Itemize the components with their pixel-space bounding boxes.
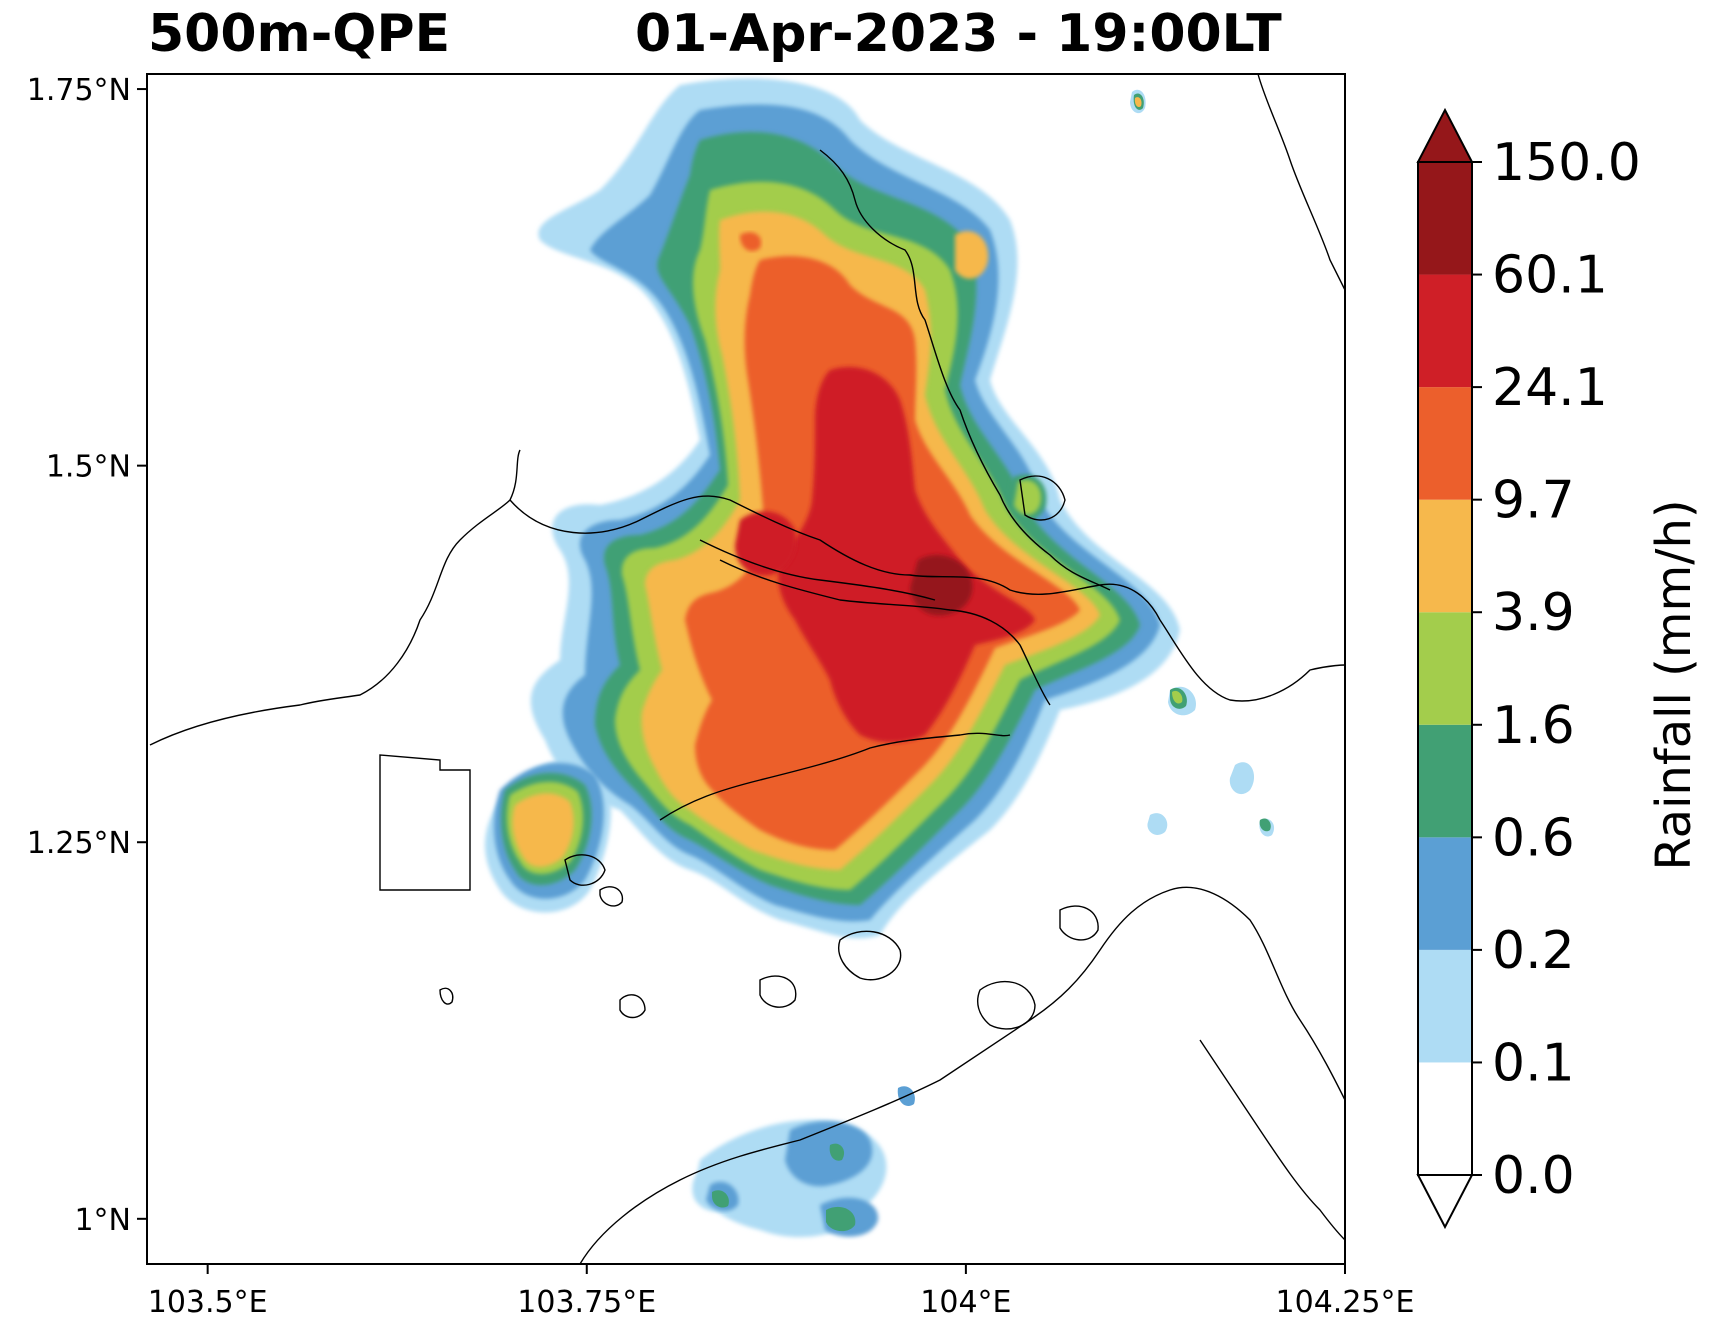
rain-band-0.6-south2 [712,1190,729,1208]
colorbar-segment [1418,162,1472,275]
product-title: 500m-QPE [148,4,451,64]
islands-6 [1059,905,1099,941]
west-islands [564,854,606,886]
lat-tick-label: 1°N [74,1203,131,1238]
colorbar-segment [1418,612,1472,725]
lon-axis: 103.5°E 103.75°E 104°E 104.25°E [148,1264,1415,1317]
colorbar-tick-label: 150.0 [1492,133,1641,193]
colorbar: 0.0 0.1 0.2 0.6 1.6 3.9 9.7 24.1 60.1 150.0 [1416,107,1641,1230]
colorbar-label: Rainfall (mm/h) [1646,499,1702,870]
pulau-ubin [1019,475,1066,521]
malaysia-east-coast [1257,74,1345,291]
johor-river [819,149,1111,591]
islands-1 [619,994,646,1019]
colorbar-frame [1417,161,1473,1176]
colorbar-segment [1418,274,1472,388]
colorbar-segment [1418,837,1472,950]
rain-band-24.1 [778,366,1035,743]
colorbar-tick-label: 0.0 [1492,1146,1575,1206]
colorbar-extend-min [1416,1174,1474,1230]
johor-strait-north [509,495,1161,621]
batam-coast [579,886,1345,1264]
rain-field [485,78,1275,1238]
rain-band-1.6-ne [1134,97,1142,108]
rain-band-9.7-west [740,232,762,252]
singapore-main-outline [719,559,1051,706]
rain-band-0.1-east3 [1147,813,1168,835]
colorbar-segment [1418,724,1472,838]
bintan-coast [1199,1039,1345,1241]
rain-band-0.6-se2 [1259,818,1271,832]
islands-3 [759,975,797,1008]
lat-tick-label: 1.75°N [27,73,131,108]
rain-band-60.1 [910,555,973,616]
rain-band-0.6-south1 [826,1206,856,1232]
colorbar-tick-label: 60.1 [1492,246,1608,306]
lon-tick-label: 104.25°E [1276,1285,1415,1317]
tuas-reclaim [379,754,471,891]
colorbar-segment [1418,387,1472,500]
colorbar-tick-label: 9.7 [1492,471,1575,531]
lon-tick-label: 103.5°E [148,1285,268,1317]
islands-7 [599,886,624,907]
colorbar-tick-label: 0.2 [1492,921,1575,981]
rain-band-1.6-se [1172,690,1183,704]
plot-frame [146,73,1346,1265]
rain-band-0.6-south3 [829,1143,845,1161]
colorbar-segment [1418,499,1472,613]
malaysia-west-coast [149,449,521,746]
singapore-south-coast [659,732,1011,821]
lon-tick-label: 103.75°E [517,1285,656,1317]
singapore-inner-road [699,539,936,601]
islands-5 [977,980,1036,1030]
islands-2 [838,930,902,981]
lon-tick-label: 104°E [920,1285,1011,1317]
rain-band-24.1-west [735,511,797,576]
rain-band-3.9-ne [955,231,989,279]
colorbar-segment [1418,1062,1472,1175]
colorbar-tick-label: 1.6 [1492,696,1575,756]
colorbar-tick-label: 24.1 [1492,358,1608,418]
lat-tick-label: 1.25°N [27,826,131,861]
east-coast [1159,619,1345,702]
colorbar-tick-label: 0.6 [1492,808,1575,868]
coastline-layer [149,74,1345,1264]
colorbar-extend-max [1416,107,1474,163]
colorbar-tick-label: 0.1 [1492,1033,1575,1093]
lat-axis: 1.75°N 1.5°N 1.25°N 1°N [27,73,147,1238]
islands-4 [439,987,454,1005]
rain-band-0.1-east2 [1229,762,1255,795]
rain-band-3.9-west [512,793,574,867]
colorbar-segment [1418,949,1472,1063]
datetime-title: 01-Apr-2023 - 19:00LT [635,4,1282,64]
colorbar-tick-label: 3.9 [1492,583,1575,643]
rain-band-1.6-east [1014,479,1042,515]
lat-tick-label: 1.5°N [46,450,131,485]
